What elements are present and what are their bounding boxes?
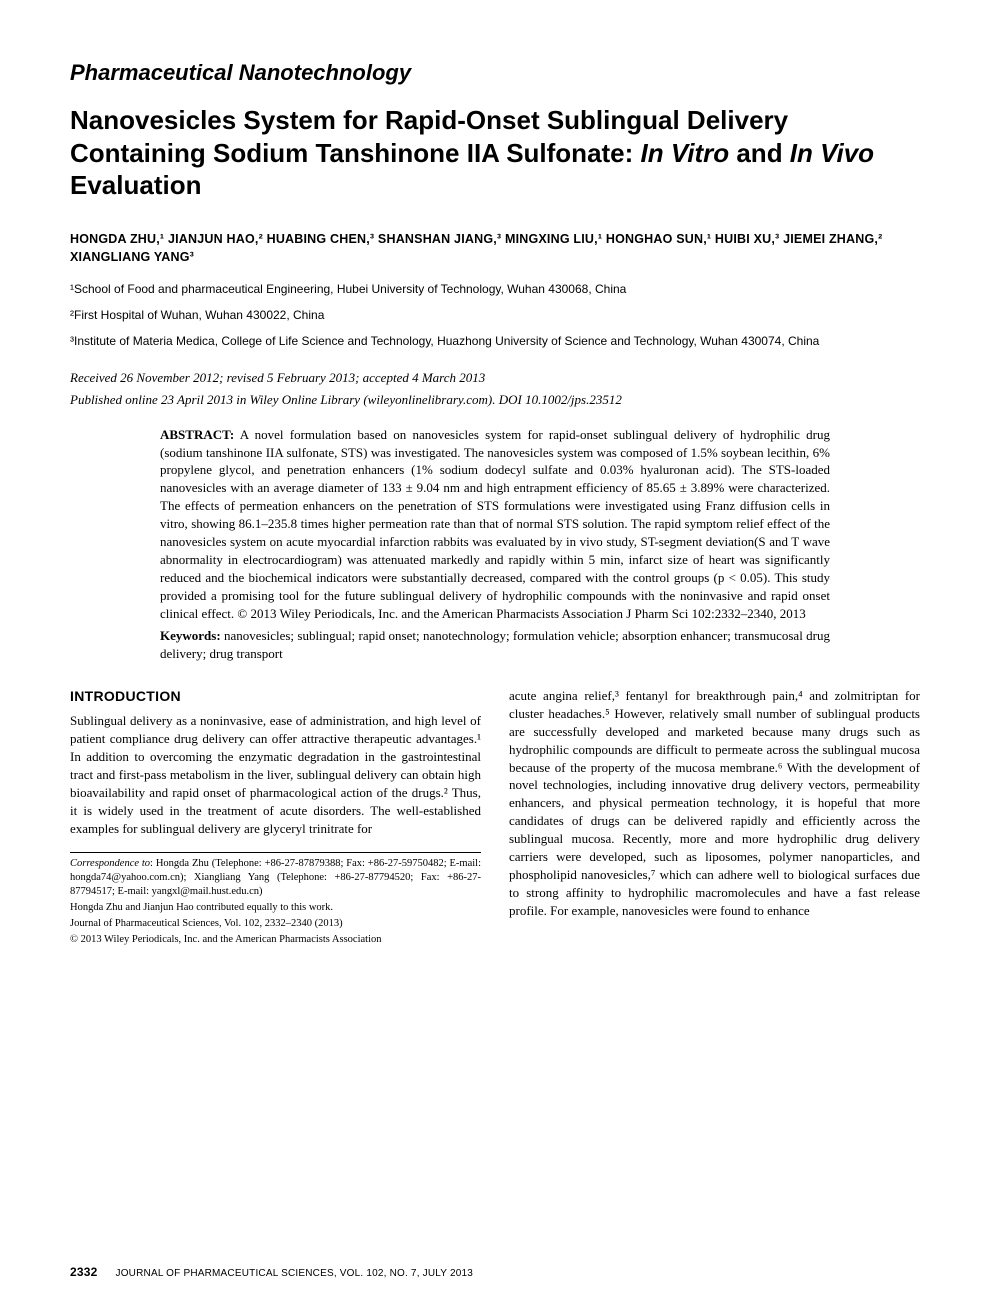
title-ital1: In Vitro	[641, 138, 730, 168]
affiliation-3: ³Institute of Materia Medica, College of…	[70, 333, 920, 349]
abstract-label: ABSTRACT:	[160, 427, 234, 442]
keywords-label: Keywords:	[160, 628, 221, 643]
intro-paragraph-right: acute angina relief,³ fentanyl for break…	[509, 687, 920, 920]
journal-citation: Journal of Pharmaceutical Sciences, Vol.…	[70, 917, 481, 931]
affiliation-2: ²First Hospital of Wuhan, Wuhan 430022, …	[70, 307, 920, 323]
footnotes-block: Correspondence to: Hongda Zhu (Telephone…	[70, 852, 481, 948]
column-left: INTRODUCTION Sublingual delivery as a no…	[70, 687, 481, 950]
equal-contribution-note: Hongda Zhu and Jianjun Hao contributed e…	[70, 901, 481, 915]
section-label: Pharmaceutical Nanotechnology	[70, 60, 920, 86]
column-right: acute angina relief,³ fentanyl for break…	[509, 687, 920, 950]
body-two-column: INTRODUCTION Sublingual delivery as a no…	[70, 687, 920, 950]
abstract-text: A novel formulation based on nanovesicle…	[160, 427, 830, 621]
received-revised-accepted: Received 26 November 2012; revised 5 Feb…	[70, 370, 920, 386]
copyright-note: © 2013 Wiley Periodicals, Inc. and the A…	[70, 933, 481, 947]
affiliation-1: ¹School of Food and pharmaceutical Engin…	[70, 281, 920, 297]
abstract-block: ABSTRACT: A novel formulation based on n…	[160, 426, 830, 663]
keywords-text: nanovesicles; sublingual; rapid onset; n…	[160, 628, 830, 661]
keywords-line: Keywords: nanovesicles; sublingual; rapi…	[160, 627, 830, 663]
article-title: Nanovesicles System for Rapid-Onset Subl…	[70, 104, 920, 202]
footer-journal-info: JOURNAL OF PHARMACEUTICAL SCIENCES, VOL.…	[116, 1268, 474, 1279]
intro-paragraph-left: Sublingual delivery as a noninvasive, ea…	[70, 712, 481, 838]
introduction-heading: INTRODUCTION	[70, 687, 481, 706]
correspondence-label: Correspondence to	[70, 858, 150, 869]
page-number: 2332	[70, 1265, 98, 1279]
title-end: Evaluation	[70, 170, 201, 200]
authors-list: HONGDA ZHU,¹ JIANJUN HAO,² HUABING CHEN,…	[70, 230, 920, 268]
published-online: Published online 23 April 2013 in Wiley …	[70, 392, 920, 408]
correspondence-note: Correspondence to: Hongda Zhu (Telephone…	[70, 857, 481, 900]
title-mid: and	[729, 138, 790, 168]
title-ital2: In Vivo	[790, 138, 874, 168]
page-footer: 2332 JOURNAL OF PHARMACEUTICAL SCIENCES,…	[70, 1265, 920, 1279]
